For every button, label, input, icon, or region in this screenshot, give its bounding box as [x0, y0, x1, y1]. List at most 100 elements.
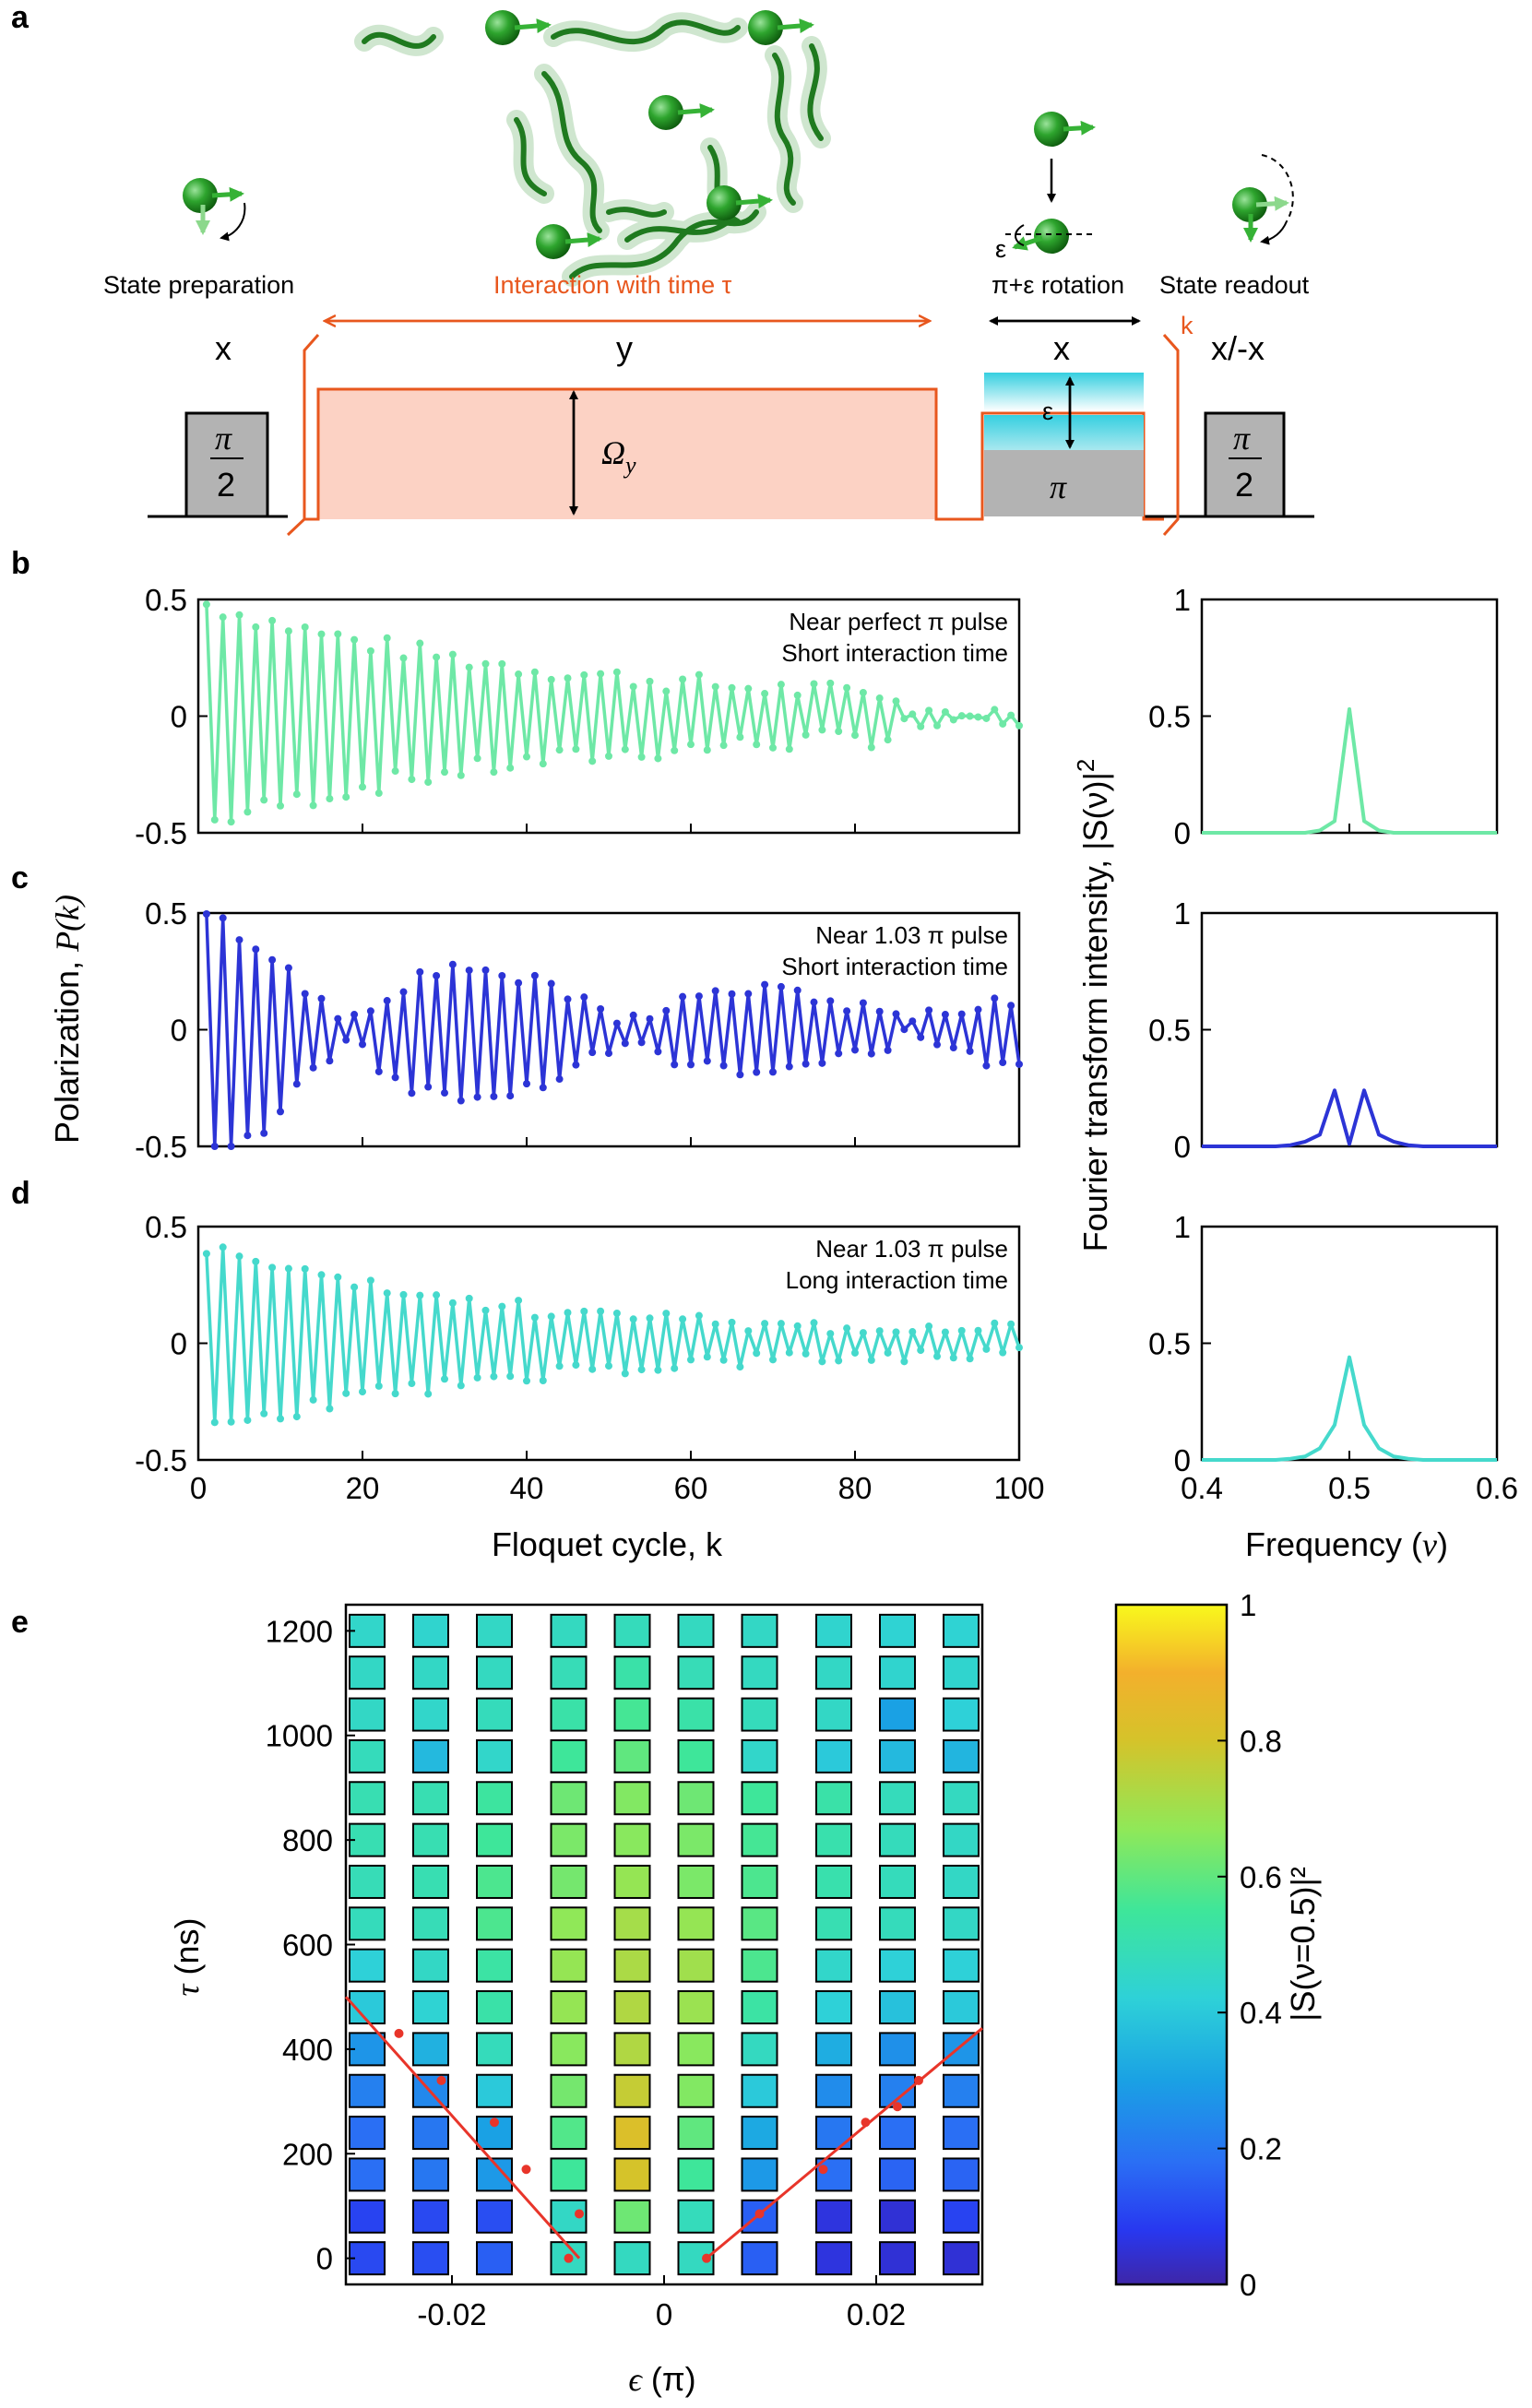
data-point [612, 668, 621, 676]
heatmap-cell [349, 2073, 386, 2108]
data-point [728, 1318, 736, 1326]
data-point [547, 979, 555, 988]
data-point [687, 1061, 695, 1069]
xtick-label: 80 [838, 1471, 873, 1505]
data-point [654, 1048, 662, 1056]
heatmap-cell [476, 2073, 513, 2108]
spectrum-line-c_ft [1202, 1088, 1497, 1148]
data-point [736, 733, 744, 741]
data-point [350, 635, 359, 644]
data-point [457, 1097, 465, 1105]
panel-letter-d: d [11, 1176, 30, 1211]
data-point [867, 1050, 875, 1058]
data-point [473, 754, 481, 763]
data-point [925, 1006, 933, 1014]
fit-point [702, 2253, 711, 2263]
heatmap-cell [550, 1864, 588, 1899]
ytick-label: 0.5 [145, 583, 187, 617]
data-point [671, 746, 679, 754]
data-point [539, 1084, 547, 1092]
ytick-label: 1200 [266, 1614, 333, 1648]
data-point [949, 1044, 957, 1052]
data-point [227, 818, 235, 826]
heatmap-cell [476, 1781, 513, 1816]
data-point [719, 1062, 728, 1070]
data-point [284, 1264, 292, 1273]
heatmap-cell [349, 2116, 386, 2151]
omega-label: Ωy [601, 434, 636, 479]
heatmap-cell [613, 1738, 651, 1773]
timeseries-panel-c: 0.5 0 -0.5 Near 1.03 π pulse Short interacti… [135, 896, 1023, 1164]
data-point [835, 1050, 843, 1058]
fourier-panel-b_ft: 10.50 [1148, 583, 1499, 850]
pulse-label-x-minus-x: x/-x [1211, 329, 1265, 367]
heatmap-cell [815, 2157, 852, 2192]
pi-half-pulse-1 [184, 411, 269, 518]
pi-pulse-label: π [1050, 469, 1067, 505]
data-point [441, 1089, 448, 1097]
data-point [465, 663, 473, 671]
heatmap-cell [677, 1906, 715, 1941]
data-point [374, 1067, 383, 1075]
data-point [292, 790, 301, 799]
data-point [530, 971, 539, 979]
fourier-panel-c_ft: 10.50 [1148, 896, 1499, 1164]
data-point [243, 1416, 252, 1424]
fourier-panel-d_ft: 1 0.5 00.4 0.5 0.6 [1148, 1210, 1518, 1505]
data-point [900, 715, 909, 723]
heatmap-cell [879, 1864, 916, 1899]
data-point [826, 1330, 835, 1338]
colorbar-tick-label: 0.6 [1240, 1860, 1282, 1894]
ytick-label: 600 [282, 1928, 333, 1963]
xtick-label: 60 [674, 1471, 708, 1505]
heatmap-cell [613, 1990, 651, 2025]
annotation-line-2: Short interaction time [781, 639, 1008, 667]
heatmap-cell [613, 1822, 651, 1857]
data-point [515, 979, 523, 987]
heatmap-cell [349, 2241, 386, 2276]
data-point [1007, 1320, 1015, 1328]
rotation-label: π+ε rotation [992, 271, 1124, 299]
data-point [202, 909, 210, 918]
data-point [1015, 1060, 1023, 1068]
data-point [769, 1068, 777, 1076]
data-point [933, 721, 941, 730]
pulse-label-x1: x [215, 329, 232, 367]
data-point [629, 1011, 637, 1019]
data-point [448, 650, 457, 658]
data-point [957, 1010, 966, 1018]
fit-point [893, 2102, 902, 2112]
heatmap-cell [613, 1781, 651, 1816]
data-point [326, 1057, 334, 1065]
heatmap-cell [613, 2241, 651, 2276]
data-point [391, 1390, 399, 1398]
data-point [523, 753, 530, 761]
data-point [909, 710, 917, 718]
data-point [957, 712, 966, 720]
data-point [506, 1092, 515, 1100]
data-point [612, 1019, 621, 1027]
heatmap-cell [550, 2032, 588, 2067]
data-point [999, 1348, 1007, 1357]
data-point [539, 760, 547, 768]
data-point [621, 745, 629, 753]
heatmap-cell [412, 2116, 449, 2151]
data-point [679, 992, 687, 1001]
data-point [605, 1050, 612, 1058]
data-point [515, 670, 523, 679]
heatmap-cell [550, 1906, 588, 1941]
data-point [917, 1033, 925, 1041]
data-point [917, 1346, 925, 1355]
data-point [867, 743, 875, 752]
data-point [366, 1276, 374, 1285]
heatmap-cell [677, 2032, 715, 2067]
heatmap-cell [476, 1655, 513, 1690]
data-point [433, 1291, 441, 1299]
interaction-chains-illustration [354, 12, 831, 287]
data-point [671, 1061, 679, 1069]
heatmap-cell [613, 1864, 651, 1899]
data-point [309, 1395, 317, 1404]
heatmap-cell [550, 1948, 588, 1983]
annotation-line-2: Long interaction time [786, 1266, 1008, 1294]
